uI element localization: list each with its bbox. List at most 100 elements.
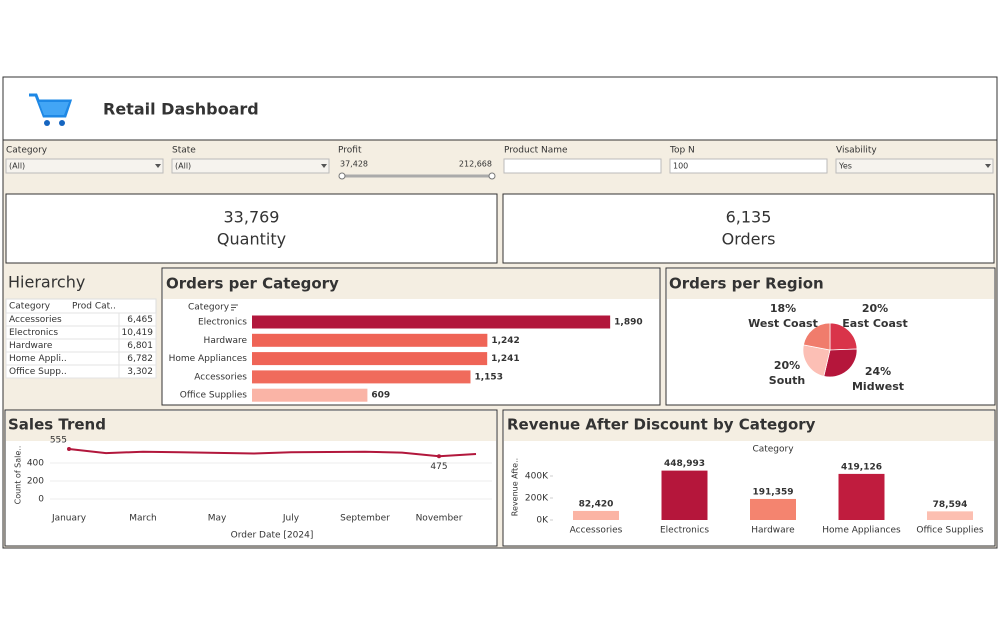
filter-value: Yes [838,162,852,171]
x-tick-label: Hardware [751,526,795,536]
y-tick-label: 400K [525,472,549,482]
category-label: East Coast [842,317,907,330]
row-label: Office Supp.. [9,367,67,377]
table-title: Hierarchy [8,273,85,292]
bar [661,470,708,520]
data-label: 1,890 [614,318,642,328]
bar [750,498,796,520]
row-label: Home Appli.. [9,354,67,364]
x-tick-label: November [416,514,463,524]
y-tick-label: 0 [38,495,44,505]
panel-title: Orders per Region [669,275,824,293]
bar [252,370,471,384]
dropdown-arrow [155,164,161,168]
panel-title: Revenue After Discount by Category [507,416,816,434]
category-label: Accessories [194,372,247,382]
cart-icon [29,93,73,126]
filter-label: Category [6,146,48,156]
x-tick-label: Office Supplies [916,526,984,536]
data-label: 1,153 [474,372,502,382]
category-label: South [769,374,805,387]
data-label: 475 [430,462,447,472]
filter-label: Profit [338,146,362,156]
line [68,448,477,458]
category-label: Hardware [204,336,248,346]
category-label: Office Supplies [180,391,248,401]
sort-icon [231,304,238,311]
bar [927,511,973,520]
column-header: Category [9,302,51,312]
dropdown[interactable] [5,158,164,174]
filter-value: 100 [673,162,688,171]
row-label: Electronics [9,328,58,338]
data-label: 82,420 [579,499,614,509]
dropdown-arrow [985,164,991,168]
data-label: 78,594 [933,500,968,510]
cart-wheel [59,120,65,126]
bar [838,473,885,520]
data-label: 20% [862,302,888,315]
range-min: 37,428 [340,160,368,169]
x-tick-label: January [51,514,87,524]
data-label: 609 [371,391,390,401]
header-bar [2,76,998,141]
table-cell: 6,465 [127,315,153,325]
y-tick-label: 400 [27,459,44,469]
bar [573,510,619,520]
data-label: 191,359 [753,487,794,497]
kpi-value: 33,769 [224,208,280,227]
bar [252,333,488,347]
data-label: 419,126 [841,462,882,472]
column-header: Prod Cat.. [72,302,116,312]
data-label: 448,993 [664,459,705,469]
x-tick-label: March [129,514,156,524]
panel-title-bar [6,411,496,441]
dropdown[interactable] [835,158,994,174]
panel-title: Sales Trend [8,416,106,434]
dropdown[interactable] [171,158,330,174]
dropdown-arrow [321,164,327,168]
row-label: Hardware [9,341,53,351]
filter-label: Product Name [504,146,568,156]
kpi-value: 6,135 [726,208,772,227]
cart-wheel [44,120,50,126]
data-label: 1,241 [491,354,519,364]
panel-title-bar [163,269,659,299]
panel-title-bar [504,411,994,441]
x-tick-label: Electronics [660,526,709,536]
cart-outline [29,93,73,118]
dashboard-title: Retail Dashboard [103,100,259,119]
bar [252,388,368,402]
y-axis-title: Count of Sale.. [14,446,23,505]
data-label: 18% [770,302,796,315]
range-handle[interactable] [488,172,496,180]
kpi-card [5,193,498,264]
y-tick-label: 0K [536,516,549,526]
point-marker [67,447,71,452]
kpi-card [502,193,995,264]
x-tick-label: May [208,514,227,524]
y-tick-label: 200 [27,477,44,487]
bar [252,352,488,366]
column-header: Category [752,445,794,455]
data-label: 555 [50,436,67,446]
data-label: 1,242 [491,336,519,346]
table-cell: 3,302 [127,367,153,377]
range-handle[interactable] [338,172,346,180]
y-tick-label: 200K [525,494,549,504]
kpi-label: Quantity [217,230,286,249]
data-label: 24% [865,365,891,378]
panel-title-bar [667,269,994,299]
x-tick-label: Accessories [570,526,623,536]
text-input[interactable] [503,158,662,174]
filter-value: (All) [175,162,191,171]
y-axis-title: Revenue Afte.. [511,458,520,516]
cart-basket [39,102,69,115]
x-tick-label: July [282,514,300,524]
pie-slice [803,322,831,351]
filter-value: (All) [9,162,25,171]
text-input[interactable] [669,158,828,174]
table-cell: 10,419 [122,328,154,338]
